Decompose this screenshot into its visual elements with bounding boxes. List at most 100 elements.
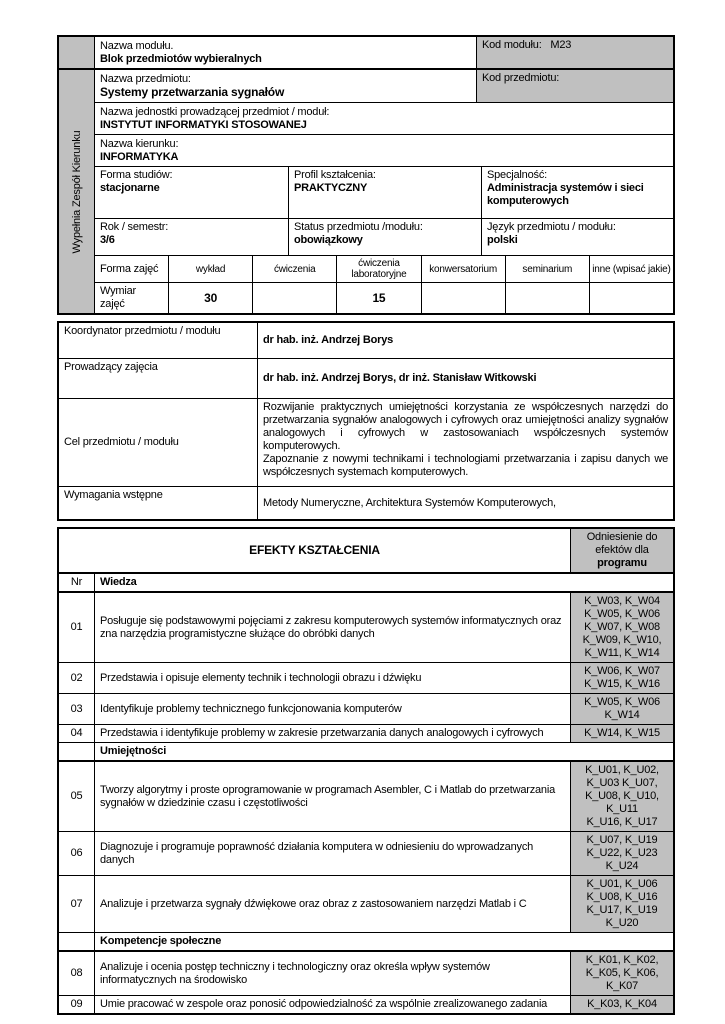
- effect-row-02: 02 Przedstawia i opisuje elementy techni…: [59, 663, 673, 694]
- nr-empty: [59, 933, 94, 950]
- effect-codes: K_W14, K_W15: [570, 725, 673, 742]
- effect-row-05: 05 Tworzy algorytmy i proste oprogramowa…: [59, 762, 673, 832]
- effect-text: Analizuje i przetwarza sygnały dźwiękowe…: [94, 876, 570, 932]
- field-value: INFORMATYKA: [100, 150, 179, 163]
- effect-text: Diagnozuje i programuje poprawność dział…: [94, 832, 570, 875]
- prerequisites-label: Wymagania wstępne: [64, 489, 163, 501]
- effect-codes: K_K01, K_K02, K_K05, K_K06, K_K07: [570, 952, 673, 995]
- row-unit: Nazwa jednostki prowadzącej przedmiot / …: [95, 103, 673, 135]
- hours-lab-exercises: 15: [336, 283, 420, 313]
- effect-codes: K_U01, K_U06 K_U08, K_U16 K_U17, K_U19 K…: [570, 876, 673, 932]
- row-lecturers: Prowadzący zajęcia dr hab. inż. Andrzej …: [59, 359, 673, 399]
- study-form-cell: Forma studiów: stacjonarne: [95, 167, 288, 218]
- year-semester-label: Rok / semestr:: [100, 221, 169, 233]
- fill-by-team-label: Wypełnia Zespół Kierunku: [70, 130, 83, 253]
- lecturers-label: Prowadzący zajęcia: [64, 361, 158, 373]
- effect-nr: 01: [70, 621, 83, 633]
- col-conversatory: konwersatorium: [420, 256, 505, 282]
- section-skills-label: Umiejętności: [94, 743, 673, 760]
- effect-nr: 06: [70, 847, 83, 859]
- row-field: Nazwa kierunku: INFORMATYKA: [95, 135, 673, 167]
- profile-cell: Profil kształcenia: PRAKTYCZNY: [288, 167, 481, 218]
- effect-row-04: 04 Przedstawia i identyfikuje problemy w…: [59, 725, 673, 743]
- effect-text: Przedstawia i opisuje elementy technik i…: [94, 663, 570, 693]
- effect-row-03: 03 Identyfikuje problemy technicznego fu…: [59, 694, 673, 725]
- fill-by-team-strip: Wypełnia Zespół Kierunku: [59, 70, 94, 313]
- header-lower: Wypełnia Zespół Kierunku Nazwa przedmiot…: [59, 70, 673, 313]
- header-table: Nazwa modułu. Blok przedmiotów wybieraln…: [57, 35, 675, 315]
- field-cell: Nazwa kierunku: INFORMATYKA: [95, 135, 673, 166]
- row-goal: Cel przedmiotu / modułu Rozwijanie prakt…: [59, 399, 673, 487]
- row-class-hours: Wymiar zajęć 30 15: [95, 283, 673, 313]
- subject-value: Systemy przetwarzania sygnałów: [100, 85, 285, 99]
- effect-text: Analizuje i ocenia postęp techniczny i t…: [94, 952, 570, 995]
- corner-cell: [59, 37, 94, 68]
- study-form-value: stacjonarne: [100, 182, 160, 194]
- row-coordinator: Koordynator przedmiotu / modułu dr hab. …: [59, 323, 673, 359]
- section-knowledge-row: Nr Wiedza: [59, 574, 673, 593]
- unit-value: INSTYTUT INFORMATYKI STOSOWANEJ: [100, 118, 307, 131]
- effect-codes: K_W06, K_W07 K_W15, K_W16: [570, 663, 673, 693]
- effects-table: EFEKTY KSZTAŁCENIA Odniesienie do efektó…: [57, 527, 675, 1015]
- effect-text: Posługuje się podstawowymi pojęciami z z…: [94, 593, 570, 662]
- section-skills-row: Umiejętności: [59, 743, 673, 762]
- goal-value: Rozwijanie praktycznych umiejętności kor…: [257, 399, 673, 486]
- prerequisites-value: Metody Numeryczne, Architektura Systemów…: [257, 487, 673, 519]
- module-code-value: M23: [550, 39, 572, 51]
- effect-nr: 05: [70, 790, 83, 802]
- hours-seminar: [504, 283, 589, 313]
- nr-header: Nr: [70, 576, 83, 588]
- language-label: Język przedmiotu / modułu:: [487, 221, 616, 233]
- status-label: Status przedmiotu /modułu:: [294, 221, 423, 233]
- hours-other: [588, 283, 673, 313]
- row-subject: Nazwa przedmiotu: Systemy przetwarzania …: [95, 70, 673, 103]
- subject-code-cell: Kod przedmiotu:: [476, 70, 673, 102]
- goal-label: Cel przedmiotu / modułu: [64, 436, 179, 448]
- module-label: Nazwa modułu.: [100, 39, 174, 52]
- effects-ref-header: Odniesienie do efektów dla programu: [570, 529, 673, 572]
- module-code-cell: Kod modułu: M23: [476, 37, 673, 68]
- profile-value: PRAKTYCZNY: [294, 182, 368, 194]
- row-year-semester: Rok / semestr: 3/6 Status przedmiotu /mo…: [95, 219, 673, 256]
- status-cell: Status przedmiotu /modułu: obowiązkowy: [288, 219, 481, 255]
- module-name-cell: Nazwa modułu. Blok przedmiotów wybieraln…: [94, 37, 476, 68]
- language-cell: Język przedmiotu / modułu: polski: [481, 219, 673, 255]
- effects-title: EFEKTY KSZTAŁCENIA: [249, 543, 380, 557]
- row-prerequisites: Wymagania wstępne Metody Numeryczne, Arc…: [59, 487, 673, 519]
- effect-codes: K_W05, K_W06 K_W14: [570, 694, 673, 724]
- effect-codes: K_U01, K_U02, K_U03 K_U07, K_U08, K_U10,…: [570, 762, 673, 831]
- effect-row-09: 09 Umie pracować w zespole oraz ponosić …: [59, 996, 673, 1013]
- unit-label: Nazwa jednostki prowadzącej przedmiot / …: [100, 105, 330, 118]
- subject-name-cell: Nazwa przedmiotu: Systemy przetwarzania …: [95, 70, 476, 102]
- hours-lecture: 30: [168, 283, 252, 313]
- effect-text: Tworzy algorytmy i proste oprogramowanie…: [94, 762, 570, 831]
- row-study-form: Forma studiów: stacjonarne Profil kształ…: [95, 167, 673, 219]
- effect-nr: 03: [70, 702, 83, 715]
- year-semester-cell: Rok / semestr: 3/6: [95, 219, 288, 255]
- col-other: inne (wpisać jakie): [588, 256, 673, 282]
- study-form-label: Forma studiów:: [100, 169, 173, 181]
- effect-nr: 09: [70, 998, 83, 1010]
- effects-header-row: EFEKTY KSZTAŁCENIA Odniesienie do efektó…: [59, 529, 673, 574]
- section-knowledge-label: Wiedza: [94, 574, 673, 591]
- col-exercises: ćwiczenia: [252, 256, 336, 282]
- specialty-label: Specjalność:: [487, 169, 547, 181]
- class-hours-label-cell: Wymiar zajęć: [100, 285, 136, 310]
- effect-row-06: 06 Diagnozuje i programuje poprawność dz…: [59, 832, 673, 876]
- effect-codes: K_W03, K_W04 K_W05, K_W06 K_W07, K_W08 K…: [570, 593, 673, 662]
- specialty-value: Administracja systemów i sieci komputero…: [487, 182, 644, 207]
- effect-nr: 02: [70, 671, 83, 684]
- section-social-row: Kompetencje społeczne: [59, 933, 673, 952]
- language-value: polski: [487, 234, 518, 246]
- effects-ref-header-text: Odniesienie do efektów dla: [586, 531, 658, 556]
- header-lower-right: Nazwa przedmiotu: Systemy przetwarzania …: [94, 70, 673, 313]
- subject-label: Nazwa przedmiotu:: [100, 73, 191, 85]
- effects-ref-header-bold: programu: [597, 557, 647, 569]
- effect-text: Przedstawia i identyfikuje problemy w za…: [94, 725, 570, 742]
- effect-text: Umie pracować w zespole oraz ponosić odp…: [94, 996, 570, 1013]
- class-forms-label-cell: Forma zajęć: [100, 262, 159, 275]
- effect-row-01: 01 Posługuje się podstawowymi pojęciami …: [59, 593, 673, 663]
- hours-exercises: [252, 283, 336, 313]
- effect-row-07: 07 Analizuje i przetwarza sygnały dźwięk…: [59, 876, 673, 933]
- specialty-cell: Specjalność: Administracja systemów i si…: [481, 167, 673, 218]
